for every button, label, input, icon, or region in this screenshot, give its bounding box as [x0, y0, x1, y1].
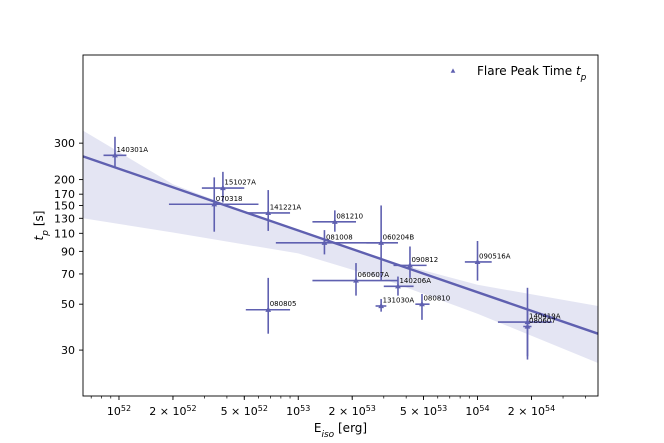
y-tick-label: 70	[61, 268, 75, 281]
y-axis-title: tp [s]	[32, 211, 51, 241]
y-tick-label: 50	[61, 298, 75, 311]
confidence-band	[83, 130, 598, 363]
y-tick-label: 200	[54, 174, 75, 187]
data-point	[312, 263, 398, 296]
point-marker	[211, 201, 218, 207]
point-label: 070318	[216, 195, 243, 203]
point-label: 151027A	[224, 179, 256, 187]
x-tick-label: 2 × 1052	[149, 404, 196, 419]
fit-line	[83, 155, 598, 335]
data-point	[168, 177, 259, 232]
data-point	[245, 190, 291, 231]
data-point	[393, 246, 427, 278]
point-label: 140206A	[399, 277, 431, 285]
x-tick-label: 2 × 1053	[329, 404, 376, 419]
y-tick-label: 90	[61, 245, 75, 258]
point-marker	[474, 258, 481, 265]
y-tick-label: 170	[54, 188, 75, 201]
y-tick-label: 110	[54, 227, 75, 240]
point-marker	[378, 302, 385, 309]
point-marker	[353, 277, 359, 283]
data-point	[103, 136, 127, 167]
data-point	[415, 293, 430, 320]
x-axis-ticks: 1052 2 × 1052 5 × 1052 1053 2 × 1053 5 × 1053…	[90, 396, 586, 419]
point-label: 060204B	[383, 233, 415, 241]
legend-marker-icon	[450, 68, 456, 73]
point-marker	[265, 209, 272, 216]
data-point	[275, 230, 379, 255]
data-point	[201, 171, 245, 203]
point-label: 081008	[326, 233, 353, 241]
point-label: 140301A	[116, 146, 148, 154]
data-point	[366, 205, 398, 281]
point-marker	[395, 283, 401, 289]
data-point	[383, 276, 414, 296]
point-label: 081210	[336, 212, 363, 220]
point-marker	[407, 262, 413, 268]
point-label: 141221A	[270, 203, 302, 211]
y-tick-label: 30	[61, 344, 75, 357]
point-marker	[378, 239, 385, 245]
x-tick-label: 5 × 1053	[400, 404, 447, 419]
data-points-layer	[103, 136, 552, 360]
point-label: 080805	[270, 300, 297, 308]
data-point	[464, 240, 492, 281]
data-point	[312, 210, 357, 232]
point-marker	[419, 300, 425, 307]
y-tick-label: 130	[54, 212, 75, 225]
data-point	[375, 298, 387, 312]
point-marker	[265, 306, 272, 312]
point-label: 080810	[423, 295, 450, 303]
point-label: 080607	[529, 317, 556, 325]
point-label: 140419A	[529, 313, 561, 321]
point-marker	[321, 239, 328, 245]
legend: Flare Peak Time tp	[450, 64, 587, 83]
data-point	[245, 277, 291, 334]
x-tick-label: 2 × 1054	[508, 404, 555, 419]
data-point	[523, 309, 532, 360]
x-tick-label: 1053	[286, 404, 310, 419]
y-tick-label: 150	[54, 199, 75, 212]
legend-label: Flare Peak Time tp	[477, 64, 587, 83]
point-marker	[112, 152, 118, 158]
point-labels-layer: 140301A 151027A 070318 141221A 081210 081008 0…	[116, 146, 560, 325]
point-label: 090812	[411, 256, 438, 264]
x-tick-label: 1054	[465, 404, 489, 419]
point-marker	[331, 218, 338, 224]
confidence-band-layer	[83, 130, 598, 363]
y-tick-label: 300	[54, 137, 75, 150]
x-tick-label: 5 × 1052	[221, 404, 268, 419]
point-marker	[524, 323, 531, 329]
plot-frame	[82, 54, 599, 397]
fit-line-layer	[83, 155, 598, 335]
point-label: 131030A	[383, 296, 415, 304]
x-tick-label: 1052	[107, 404, 131, 419]
x-axis-title: Eiso [erg]	[314, 421, 367, 440]
point-marker	[220, 184, 226, 191]
point-label: 060607A	[358, 271, 390, 279]
point-label: 090516A	[479, 252, 511, 260]
